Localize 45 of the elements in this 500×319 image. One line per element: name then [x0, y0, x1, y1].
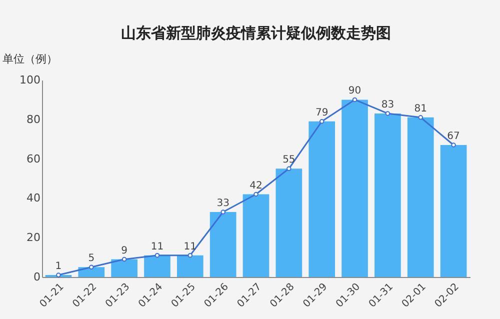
data-label: 9: [121, 245, 128, 256]
data-label: 11: [150, 241, 164, 252]
bar: [176, 255, 204, 277]
point: [319, 119, 324, 124]
y-tick-label: 80: [26, 112, 40, 126]
bar: [440, 145, 467, 277]
bar: [407, 117, 434, 277]
point: [385, 111, 390, 116]
data-label: 55: [282, 154, 296, 166]
point: [352, 97, 358, 102]
point: [188, 252, 193, 258]
y-axis-title: 单位（例）: [2, 52, 58, 66]
y-tick-label: 20: [26, 231, 40, 244]
bar: [111, 259, 138, 277]
data-label: 33: [216, 198, 230, 209]
point: [220, 210, 226, 214]
bar: [276, 168, 302, 277]
point: [254, 192, 258, 197]
data-label: 5: [88, 253, 95, 264]
bar: [144, 255, 170, 277]
y-tick-label: 100: [20, 74, 40, 86]
data-label: 11: [184, 241, 197, 252]
bar: [308, 121, 336, 277]
bar: [342, 100, 368, 277]
y-tick-label: 40: [26, 192, 40, 205]
point: [56, 272, 61, 278]
data-label: 1: [55, 261, 62, 272]
data-label: 79: [315, 107, 328, 118]
data-label: 67: [447, 131, 460, 142]
chart-title: 山东省新型肺炎疫情累计疑似例数走势图: [121, 24, 391, 42]
point: [286, 166, 292, 172]
bar: [210, 212, 236, 277]
point: [122, 256, 127, 262]
point: [89, 264, 94, 270]
bar: [374, 113, 401, 277]
data-label: 81: [414, 103, 427, 114]
point: [418, 115, 423, 120]
y-tick-label: 0: [34, 270, 40, 284]
y-tick-label: 60: [26, 152, 40, 166]
data-label: 83: [381, 99, 394, 110]
point: [451, 142, 456, 148]
data-label: 42: [250, 180, 262, 192]
point: [154, 252, 160, 258]
bar: [242, 194, 270, 277]
data-label: 90: [348, 86, 362, 97]
